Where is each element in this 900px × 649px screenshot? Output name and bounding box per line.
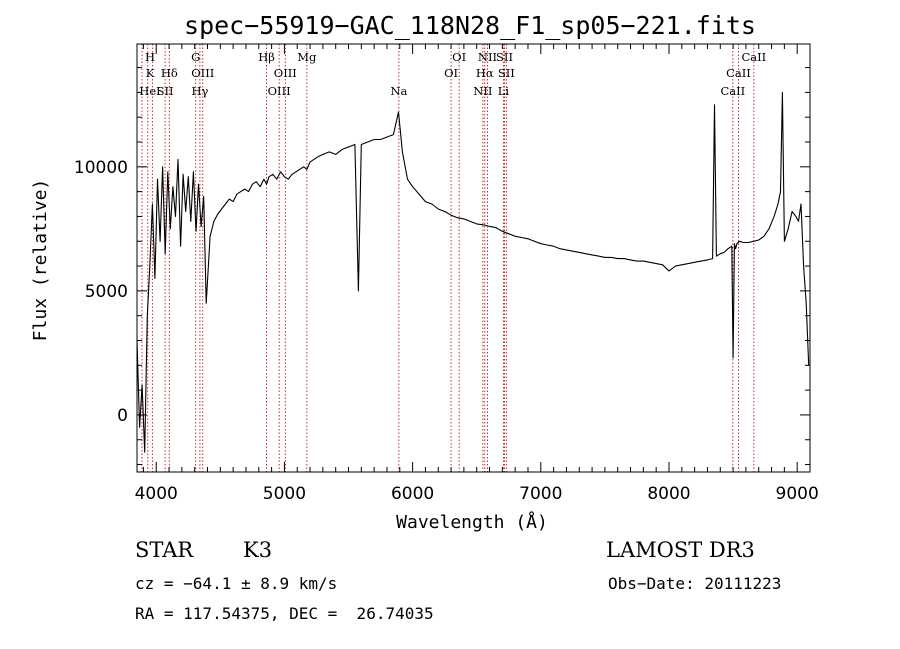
y-tick-label-5000: 5000: [85, 282, 128, 302]
spectral-line-labels: HKHeISIIHδGOIIIHγHβOIIIOIIIMgNaOIOINIISI…: [139, 50, 766, 98]
y-axis-ticks: 0 5000 10000: [74, 67, 810, 466]
line-label-6: OIII: [191, 66, 214, 80]
plot-frame: [136, 43, 811, 473]
line-label-12: Na: [390, 84, 407, 98]
line-label-11: Mg: [297, 50, 317, 64]
line-label-5: G: [191, 50, 200, 64]
y-axis-label: Flux (relative): [30, 179, 51, 342]
line-label-9: OIII: [274, 66, 297, 80]
x-tick-label-9000: 9000: [776, 484, 819, 504]
line-label-14: OI: [444, 66, 458, 80]
line-label-4: Hδ: [161, 66, 178, 80]
x-tick-label-7000: 7000: [519, 484, 562, 504]
line-label-16: SII: [496, 50, 513, 64]
coordinates: RA = 117.54375, DEC = 26.74035: [135, 604, 434, 623]
x-axis-label: Wavelength (Å): [396, 511, 548, 533]
line-label-19: NII: [473, 84, 492, 98]
survey-name: LAMOST DR3: [606, 538, 755, 562]
line-label-10: OIII: [268, 84, 291, 98]
x-tick-label-5000: 5000: [263, 484, 306, 504]
spectrum-series: [136, 91, 810, 453]
redshift-cz: cz = −64.1 ± 8.9 km/s: [135, 574, 338, 593]
observation-date: Obs−Date: 20111223: [608, 574, 782, 593]
line-label-8: Hβ: [258, 50, 275, 64]
object-subclass: K3: [243, 538, 273, 562]
x-tick-label-4000: 4000: [135, 484, 178, 504]
line-label-23: CaII: [720, 84, 745, 98]
x-tick-label-6000: 6000: [391, 484, 434, 504]
line-label-21: CaII: [741, 50, 766, 64]
x-axis-ticks: 4000 5000 6000 7000 8000 9000: [135, 44, 819, 504]
line-label-7: Hγ: [191, 84, 208, 98]
line-label-3: SII: [157, 84, 174, 98]
line-label-0: H: [145, 50, 155, 64]
line-label-1: K: [146, 66, 155, 80]
chart-title: spec−55919−GAC_118N28_F1_sp05−221.fits: [184, 11, 756, 40]
line-label-2: HeI: [139, 84, 160, 98]
series-line-flux: [136, 91, 810, 453]
line-label-22: CaII: [726, 66, 751, 80]
line-label-17: Hα: [476, 66, 494, 80]
x-tick-label-8000: 8000: [647, 484, 690, 504]
y-tick-label-0: 0: [117, 406, 128, 426]
spectral-line-markers: [141, 44, 755, 472]
line-label-18: SII: [498, 66, 515, 80]
object-class: STAR: [135, 538, 194, 562]
line-label-20: Li: [498, 84, 510, 98]
line-label-15: NII: [478, 50, 497, 64]
line-label-13: OI: [452, 50, 466, 64]
y-tick-label-10000: 10000: [74, 158, 128, 178]
